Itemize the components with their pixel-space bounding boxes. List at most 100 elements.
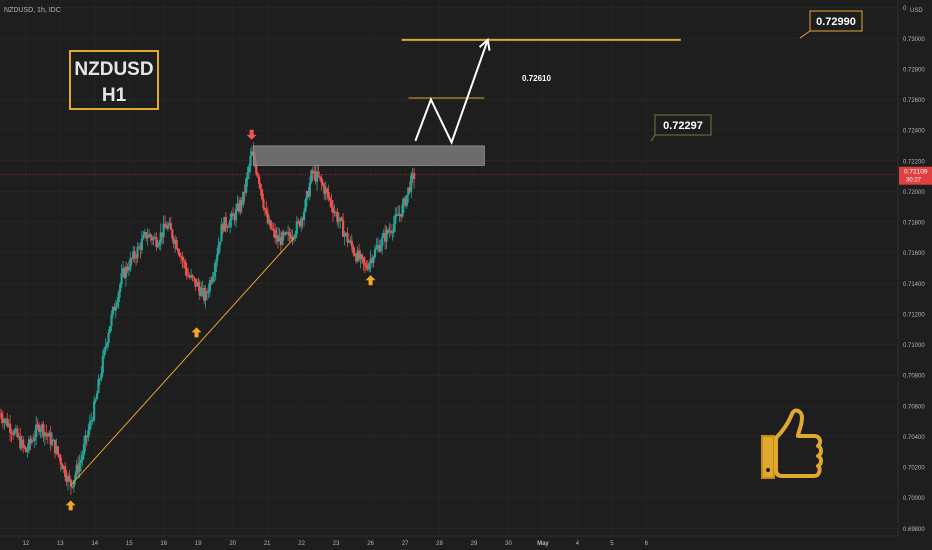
candle-body	[149, 234, 152, 238]
candle-body	[326, 188, 329, 193]
candle-body	[107, 332, 110, 344]
candle-body	[137, 246, 141, 248]
candle-body	[250, 151, 254, 156]
candle-body	[124, 266, 128, 278]
annotations-layer	[0, 37, 898, 511]
candle-body	[139, 246, 142, 251]
candle-body	[323, 185, 326, 194]
candle-body	[289, 235, 293, 240]
arrow-up-icon	[65, 500, 76, 511]
candle-body	[227, 226, 230, 228]
time-axis[interactable]	[0, 536, 932, 550]
candle-body	[411, 173, 414, 176]
candle-body	[72, 480, 75, 487]
candles-layer	[0, 142, 416, 495]
candle-body	[207, 291, 210, 293]
candle-body	[39, 429, 42, 432]
candle-body	[317, 171, 320, 177]
candle-body	[313, 171, 316, 174]
candle-body	[224, 217, 227, 227]
y-tick-label: 0.70400	[903, 435, 925, 441]
candle-body	[266, 213, 269, 224]
candle-body	[395, 214, 398, 216]
candle-body	[353, 253, 356, 256]
candle-body	[75, 464, 78, 475]
x-tick-label: 28	[436, 541, 443, 547]
candle-body	[412, 173, 416, 180]
candle-body	[295, 221, 298, 234]
target-label: 0.72990	[799, 10, 863, 39]
y-tick-label: 0.69800	[903, 527, 925, 533]
candle-body	[359, 254, 362, 260]
y-tick-label: 0.73000	[903, 37, 925, 43]
candle-body	[146, 237, 149, 239]
candle-body	[79, 459, 83, 463]
candle-body	[20, 439, 23, 449]
candle-body	[342, 220, 345, 237]
y-tick-label: 0.70000	[903, 496, 925, 502]
candle-body	[239, 200, 242, 212]
candle-body	[33, 437, 36, 441]
candle-body	[9, 423, 12, 433]
candle-body	[126, 266, 129, 271]
candle-body	[378, 245, 381, 252]
candle-body	[204, 291, 207, 301]
candle-body	[46, 434, 49, 437]
candle-body	[148, 234, 151, 238]
candle-body	[1, 418, 4, 423]
price-axis[interactable]	[898, 0, 932, 536]
candle-body	[301, 218, 304, 221]
candle-body	[291, 236, 294, 240]
y-tick-label: 0.71000	[903, 343, 925, 349]
candle-body	[211, 276, 214, 282]
candle-body	[106, 343, 109, 347]
candle-body	[379, 246, 382, 252]
x-tick-label: 22	[298, 541, 305, 547]
candle-body	[234, 209, 238, 221]
candle-body	[284, 232, 287, 235]
x-tick-label: 23	[333, 541, 340, 547]
candle-body	[188, 276, 191, 278]
x-tick-label: 30	[505, 541, 512, 547]
candle-body	[329, 197, 332, 201]
candle-body	[218, 241, 222, 246]
candle-body	[192, 277, 196, 279]
candle-body	[26, 449, 29, 453]
candle-body	[174, 240, 177, 244]
candle-body	[407, 187, 410, 195]
candle-body	[360, 254, 364, 258]
candle-body	[93, 401, 96, 421]
candle-body	[305, 191, 309, 200]
candle-body	[45, 432, 48, 435]
candle-body	[65, 476, 68, 482]
candle-body	[17, 436, 20, 438]
x-tick-label: 4	[576, 541, 580, 547]
candle-body	[51, 440, 54, 445]
candle-body	[82, 443, 86, 455]
candle-body	[121, 268, 125, 274]
candle-body	[399, 213, 403, 217]
candle-body	[386, 229, 390, 233]
candle-body	[200, 288, 203, 296]
x-tick-label: 27	[402, 541, 409, 547]
candle-body	[237, 203, 240, 212]
x-tick-label: May	[537, 541, 549, 547]
price-axis-ticks: 0 0.73000 0.72800 0.72600 0.72400 0.72200 0.72…	[903, 6, 925, 533]
candle-body	[104, 346, 107, 349]
candle-body	[184, 261, 187, 269]
target-price-text: 0.72990	[816, 16, 856, 28]
candle-body	[161, 232, 164, 238]
y-tick-label: 0.72800	[903, 67, 925, 73]
candle-body	[216, 254, 219, 262]
candle-body	[272, 229, 275, 231]
candle-body	[355, 255, 358, 262]
candle-body	[77, 464, 80, 472]
candle-body	[168, 223, 171, 225]
candle-body	[258, 176, 261, 185]
candle-body	[201, 287, 204, 289]
candle-body	[103, 348, 106, 356]
candle-body	[198, 286, 201, 296]
candle-body	[95, 393, 99, 400]
candle-body	[314, 171, 317, 182]
